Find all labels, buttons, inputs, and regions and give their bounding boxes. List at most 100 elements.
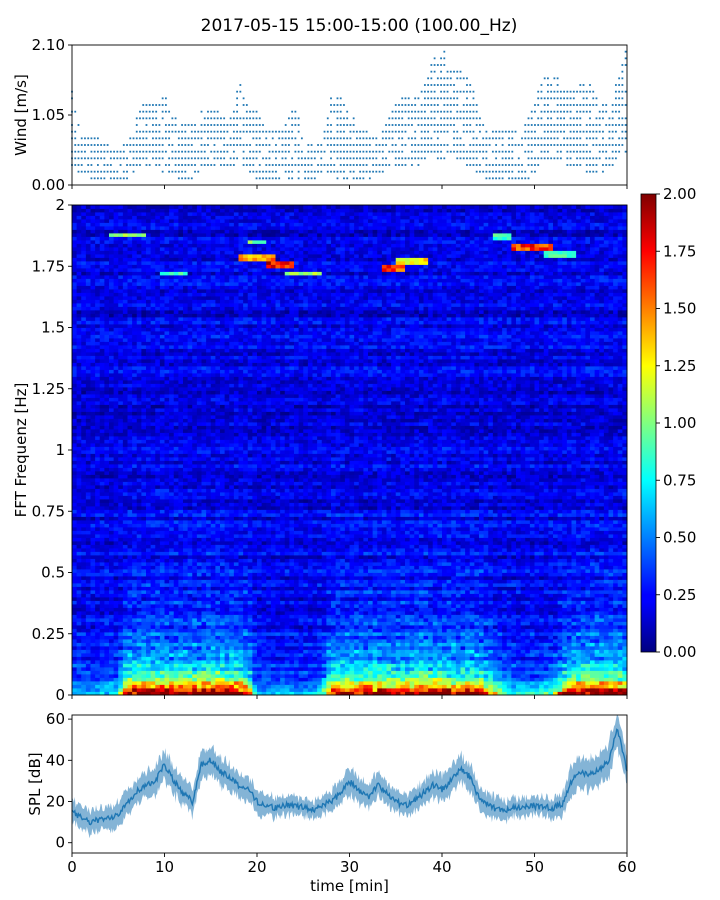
spectrogram-cell [132, 341, 138, 346]
wind-point [317, 170, 319, 173]
spectrogram-cell [81, 513, 87, 517]
spectrogram-cell [169, 369, 175, 374]
spectrogram-cell [72, 373, 78, 377]
wind-point [572, 144, 575, 146]
spectrogram-cell [136, 432, 142, 437]
wind-point [352, 177, 355, 180]
spectrogram-cell [132, 418, 138, 423]
spectrogram-cell [81, 415, 87, 419]
spectrogram-cell [178, 681, 184, 685]
spectrogram-cell [155, 359, 161, 363]
spectrogram-cell [183, 205, 189, 209]
spectrogram-cell [109, 432, 115, 437]
spectrogram-cell [109, 523, 115, 528]
spectrogram-cell [136, 520, 142, 524]
spectrogram-cell [90, 422, 96, 426]
spectrogram-cell [169, 432, 175, 437]
spectrogram-cell [141, 306, 147, 311]
wind-point [459, 110, 462, 113]
spectrogram-cell [155, 341, 161, 346]
spectrogram-cell [146, 541, 152, 545]
spectrogram-cell [136, 467, 142, 472]
wind-point [148, 150, 151, 153]
spectrogram-cell [95, 649, 101, 654]
spectrogram-cell [127, 271, 133, 276]
spectrogram-cell [90, 285, 96, 290]
spectrogram-cell [178, 208, 184, 213]
spectrogram-cell [90, 527, 96, 531]
spectrogram-cell [81, 562, 87, 566]
spectrogram-cell [178, 429, 184, 433]
spectrogram-cell [127, 240, 133, 244]
spectrogram-cell [109, 551, 115, 556]
wind-scatter [71, 50, 627, 180]
spectrogram-cell [169, 418, 175, 423]
spectrogram-cell [146, 380, 152, 384]
spectrogram-cell [132, 495, 138, 500]
spectrogram-cell [164, 205, 170, 209]
spectrogram-cell [72, 674, 78, 678]
spectrogram-cell [118, 341, 124, 346]
spectrogram-cell [164, 495, 170, 500]
spectrogram-cell [169, 691, 175, 696]
spectrogram-cell [104, 450, 110, 454]
spectrogram-cell [127, 474, 133, 479]
spectrogram-cell [141, 460, 147, 465]
spectrogram-cell [104, 261, 110, 265]
spectrogram-cell [187, 572, 193, 577]
spectrogram-cell [141, 254, 147, 258]
spectrogram-cell [85, 492, 91, 496]
spectrogram-cell [187, 618, 193, 622]
wind-point [239, 90, 242, 93]
wind-point [249, 150, 251, 153]
spectrogram-cell [113, 632, 119, 636]
spectrogram-cell [136, 653, 142, 657]
wind-point [339, 164, 342, 166]
spectrogram-cell [76, 597, 82, 601]
spectrogram-cell [150, 254, 156, 258]
spectrogram-cell [136, 303, 142, 307]
spectrogram-cell [109, 324, 115, 328]
spectrogram-cell [164, 348, 170, 353]
spectrogram-cell [76, 660, 82, 664]
wind-point [213, 124, 216, 126]
spectrogram-cell [178, 628, 184, 633]
spectrogram-cell [95, 562, 101, 566]
spectrogram-cell [173, 481, 179, 486]
spectrogram-cell [141, 670, 147, 675]
wind-point [466, 104, 468, 106]
wind-point [595, 130, 598, 133]
spectrogram-cell [99, 404, 105, 409]
wind-point [356, 157, 358, 160]
spectrogram-cell [99, 355, 105, 360]
spectrogram-cell [76, 390, 82, 395]
spectrogram-cell [76, 551, 82, 556]
spectrogram-cell [155, 271, 161, 276]
spectrogram-cell [99, 537, 105, 542]
spectrogram-cell [169, 303, 175, 307]
spectrogram-cell [99, 660, 105, 664]
spectrogram-cell [173, 688, 179, 692]
spectrogram-cell [99, 492, 105, 496]
spectrogram-cell [178, 478, 184, 482]
spectrogram-cell [85, 551, 91, 556]
spectrogram-cell [81, 677, 87, 682]
spectrogram-cell [169, 443, 175, 447]
wind-point [220, 117, 222, 120]
wind-point [265, 157, 268, 160]
spectrogram-cell [99, 457, 105, 461]
spectrogram-cell [136, 264, 142, 269]
spectrogram-cell [109, 572, 115, 577]
spectrogram-cell [118, 565, 124, 570]
wind-point [158, 164, 161, 166]
spectrogram-cell [113, 303, 119, 307]
wind-point [547, 90, 549, 93]
spectrogram-cell [122, 628, 128, 633]
spectrogram-cell [72, 352, 78, 356]
wind-point [430, 144, 433, 146]
wind-point [508, 177, 510, 180]
spectrogram-cell [187, 544, 193, 549]
spectrogram-cell [150, 495, 156, 500]
wind-point [443, 90, 446, 93]
spectrogram-cell [72, 338, 78, 342]
